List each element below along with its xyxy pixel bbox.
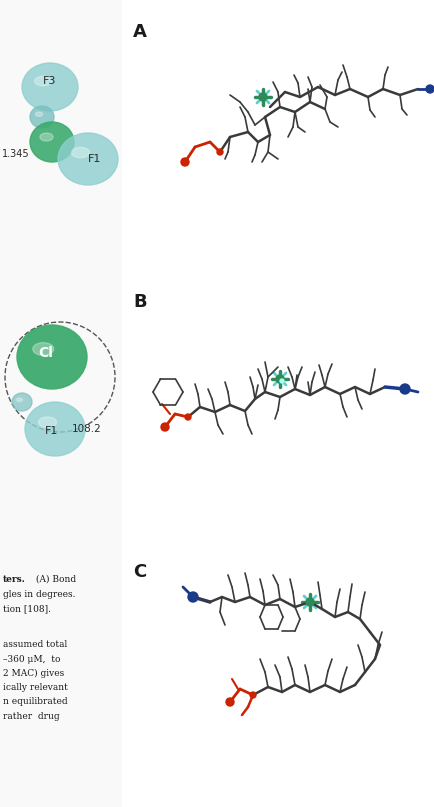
Text: A: A [133, 23, 147, 41]
Circle shape [161, 423, 169, 431]
Ellipse shape [71, 148, 89, 157]
Ellipse shape [40, 133, 53, 141]
Ellipse shape [30, 122, 74, 162]
Text: F3: F3 [43, 76, 56, 86]
Text: (A) Bond: (A) Bond [33, 575, 76, 584]
Ellipse shape [12, 393, 32, 411]
FancyBboxPatch shape [0, 0, 122, 807]
Circle shape [226, 698, 233, 706]
Ellipse shape [35, 112, 43, 116]
Circle shape [250, 692, 256, 698]
Ellipse shape [22, 63, 78, 111]
Circle shape [184, 414, 191, 420]
Text: 1.345: 1.345 [2, 149, 30, 159]
Ellipse shape [33, 343, 54, 355]
Circle shape [279, 379, 283, 383]
Ellipse shape [30, 106, 54, 128]
Text: tion [108].: tion [108]. [3, 604, 51, 613]
Ellipse shape [16, 398, 23, 402]
Ellipse shape [35, 76, 51, 86]
Text: assumed total: assumed total [3, 640, 67, 649]
Ellipse shape [17, 325, 87, 389]
Circle shape [399, 384, 409, 394]
Ellipse shape [25, 402, 85, 456]
Text: Cl: Cl [38, 346, 53, 360]
Circle shape [258, 93, 266, 101]
Circle shape [217, 149, 223, 155]
Text: 108.2: 108.2 [72, 424, 102, 434]
Text: C: C [133, 563, 146, 581]
Text: rather  drug: rather drug [3, 712, 59, 721]
Text: F1: F1 [45, 426, 58, 436]
Circle shape [275, 375, 283, 383]
Text: F1: F1 [88, 154, 101, 164]
Text: n equilibrated: n equilibrated [3, 697, 67, 706]
Text: 2 MAC) gives: 2 MAC) gives [3, 669, 64, 678]
Circle shape [187, 592, 197, 602]
Text: ically relevant: ically relevant [3, 683, 68, 692]
Circle shape [181, 158, 188, 166]
Text: ters.: ters. [3, 575, 26, 584]
Text: gles in degrees.: gles in degrees. [3, 590, 76, 599]
Ellipse shape [39, 417, 56, 428]
Ellipse shape [58, 133, 118, 185]
Circle shape [305, 598, 313, 606]
Text: B: B [133, 293, 146, 311]
Circle shape [425, 85, 433, 93]
Text: –360 μM,  to: –360 μM, to [3, 655, 60, 664]
